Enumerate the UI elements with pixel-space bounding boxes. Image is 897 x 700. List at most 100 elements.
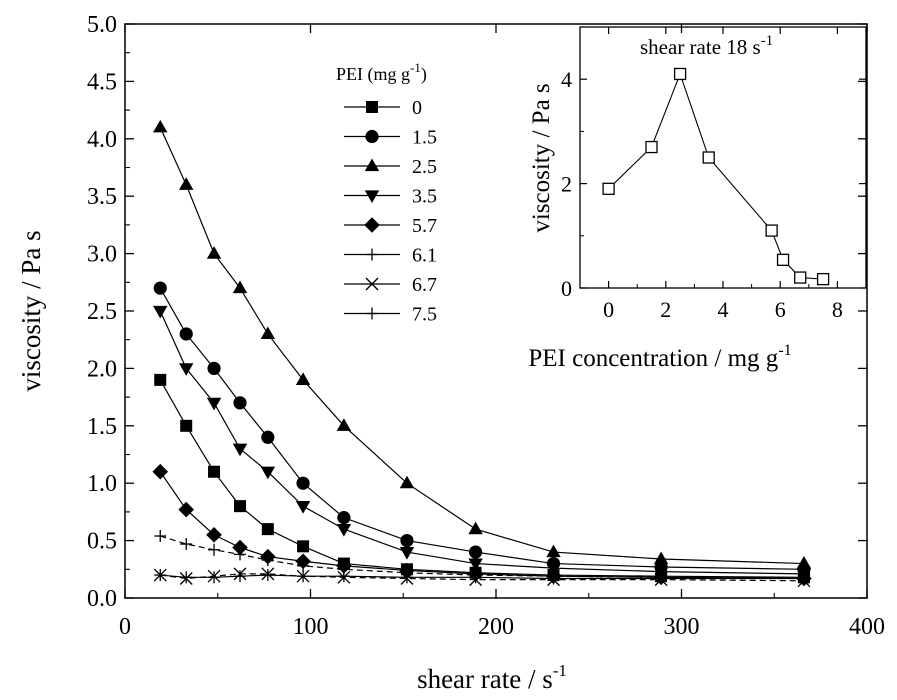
inset-x-tick-label: 0 — [603, 297, 614, 322]
y-tick-label: 4.5 — [87, 69, 117, 95]
data-point — [178, 501, 195, 518]
inset-y-tick-label: 0 — [561, 276, 572, 301]
legend-item: 3.5 — [344, 186, 437, 208]
inset-data-point — [794, 271, 807, 284]
y-tick-label: 3.5 — [87, 184, 117, 210]
data-point — [208, 571, 221, 584]
y-tick-label: 1.5 — [87, 414, 117, 440]
inset-x-tick-label: 6 — [775, 297, 786, 322]
legend-marker — [366, 101, 378, 113]
data-point — [336, 418, 352, 431]
inset-data-point — [816, 272, 830, 286]
main-y-ticks: 0.0 0.5 1.0 1.5 2.0 2.5 3.0 3.5 4.0 4.5 5.0 — [87, 12, 867, 612]
inset-x-tick-label: 8 — [832, 297, 843, 322]
inset-series-line — [608, 72, 824, 280]
data-point — [206, 246, 222, 259]
data-point — [336, 524, 352, 537]
inset-series-group — [602, 67, 830, 286]
inset-y-tick-label: 2 — [561, 172, 572, 197]
data-point — [261, 554, 274, 567]
data-point — [153, 305, 168, 319]
data-point — [260, 466, 276, 480]
series-line — [159, 310, 804, 575]
data-point — [154, 530, 167, 543]
legend-item: 6.1 — [344, 245, 437, 267]
data-point — [180, 571, 193, 584]
inset-data-point — [673, 67, 687, 81]
data-point — [797, 572, 810, 585]
data-point — [655, 572, 668, 585]
data-point — [796, 556, 812, 569]
legend-label: 5.7 — [412, 215, 437, 237]
data-point — [232, 443, 248, 457]
data-point — [180, 538, 193, 551]
data-point — [234, 548, 247, 561]
series-line — [159, 287, 804, 570]
legend-items: 0 1.5 2.5 3.5 5.7 6.1 6.7 7.5 — [344, 97, 437, 326]
data-point — [297, 540, 310, 553]
x-tick-label: 300 — [664, 614, 700, 640]
x-tick-label: 0 — [119, 614, 131, 640]
legend-marker — [366, 307, 378, 320]
legend-marker — [364, 190, 380, 203]
legend-label: 3.5 — [412, 186, 437, 208]
y-tick-label: 1.0 — [87, 471, 117, 497]
data-point — [234, 570, 247, 583]
data-point — [207, 361, 221, 375]
legend-item: 5.7 — [344, 215, 437, 237]
x-tick-label: 400 — [849, 614, 885, 640]
y-tick-label: 2.5 — [87, 299, 117, 325]
inset-data-point — [776, 253, 790, 266]
legend-item: 7.5 — [344, 304, 437, 326]
legend: PEI (mg g-1) 0 1.5 2.5 3.5 5.7 6.1 6.7 7.5 — [336, 60, 437, 326]
data-point — [337, 570, 350, 583]
inset-data-point — [765, 224, 778, 237]
inset-x-axis-title: PEI concentration / mg g-1 — [528, 342, 791, 372]
legend-item: 0 — [344, 97, 422, 119]
series-7_5 — [154, 569, 810, 585]
legend-item: 2.5 — [344, 156, 437, 178]
inset-y-tick-label: 4 — [561, 67, 572, 92]
legend-label: 2.5 — [412, 156, 437, 178]
data-point — [180, 419, 193, 432]
main-x-axis-title: shear rate / s-1 — [417, 661, 567, 694]
data-point — [295, 501, 311, 514]
legend-label: 7.5 — [412, 304, 437, 326]
data-point — [233, 396, 247, 410]
inset-data-point — [702, 151, 715, 164]
legend-label: 6.7 — [412, 274, 437, 296]
data-point — [399, 475, 415, 489]
data-point — [154, 569, 167, 582]
data-point — [260, 326, 276, 340]
legend-item: 6.7 — [344, 274, 437, 296]
legend-marker — [365, 277, 379, 291]
data-point — [653, 551, 669, 565]
x-tick-label: 100 — [293, 614, 329, 640]
data-point — [400, 534, 414, 548]
data-point — [399, 546, 415, 560]
inset-annotation: shear rate 18 s-1 — [640, 33, 773, 59]
legend-marker — [365, 129, 379, 144]
legend-label: 1.5 — [412, 127, 437, 149]
inset-plot: 0 2 4 0 2 4 6 8 shear rate 18 s-1 PEI concentr… — [528, 26, 867, 372]
data-point — [234, 500, 247, 513]
data-point — [179, 327, 193, 341]
inset-y-axis-title: viscosity / Pa s — [528, 83, 555, 232]
data-point — [546, 544, 561, 558]
y-tick-label: 0.0 — [87, 586, 117, 612]
data-point — [468, 521, 483, 535]
y-tick-label: 3.0 — [87, 242, 117, 268]
data-point — [400, 571, 413, 584]
data-point — [153, 281, 167, 295]
data-point — [296, 476, 310, 490]
data-point — [469, 571, 482, 584]
series-line — [159, 127, 804, 565]
data-point — [337, 511, 351, 525]
legend-title: PEI (mg g-1) — [336, 60, 427, 85]
inset-data-point — [645, 140, 658, 154]
y-tick-label: 4.0 — [87, 127, 117, 153]
series-1_5 — [153, 281, 811, 576]
legend-item: 1.5 — [344, 127, 437, 149]
main-x-ticks: 0 100 2 0 0 300 400 — [119, 24, 885, 640]
